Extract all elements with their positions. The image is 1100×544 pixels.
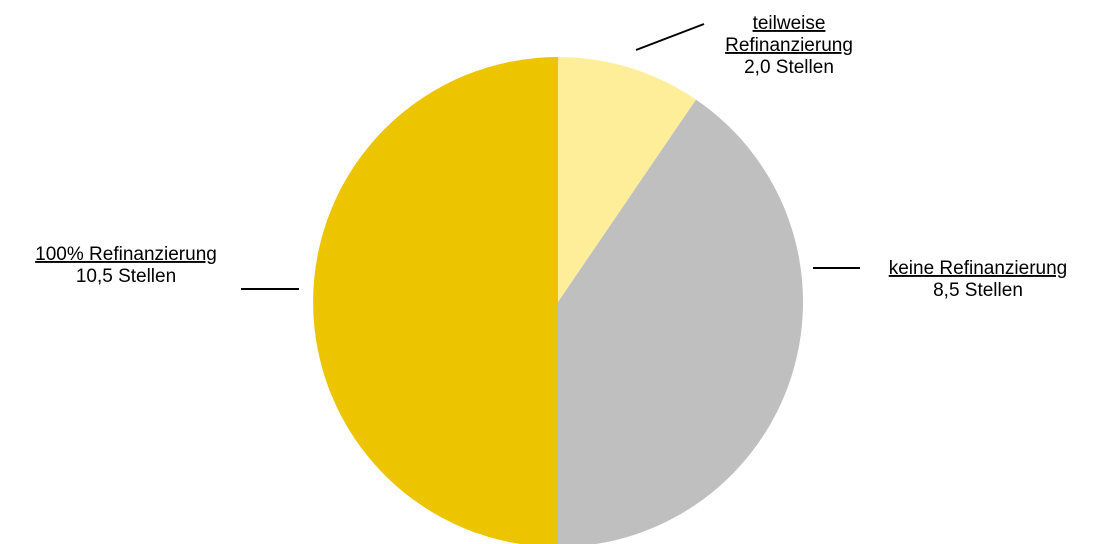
pie-slices [313, 57, 803, 544]
slice-name-label: teilweise [753, 13, 826, 34]
pie-slice-100pct-refinanzierung [313, 57, 558, 544]
leader-line-teilweise-refinanzierung [635, 23, 705, 51]
leader-lines [241, 23, 860, 290]
slice-name-label: keine Refinanzierung [889, 258, 1068, 279]
slice-name-label: Refinanzierung [725, 35, 853, 56]
pie-slice-teilweise-refinanzierung [558, 57, 697, 302]
slice-value-label: 2,0 Stellen [744, 57, 834, 78]
pie-slice-keine-refinanzierung [558, 99, 803, 544]
slice-name-label: 100% Refinanzierung [35, 244, 217, 265]
slice-value-label: 8,5 Stellen [933, 280, 1023, 301]
slice-value-label: 10,5 Stellen [76, 266, 176, 287]
